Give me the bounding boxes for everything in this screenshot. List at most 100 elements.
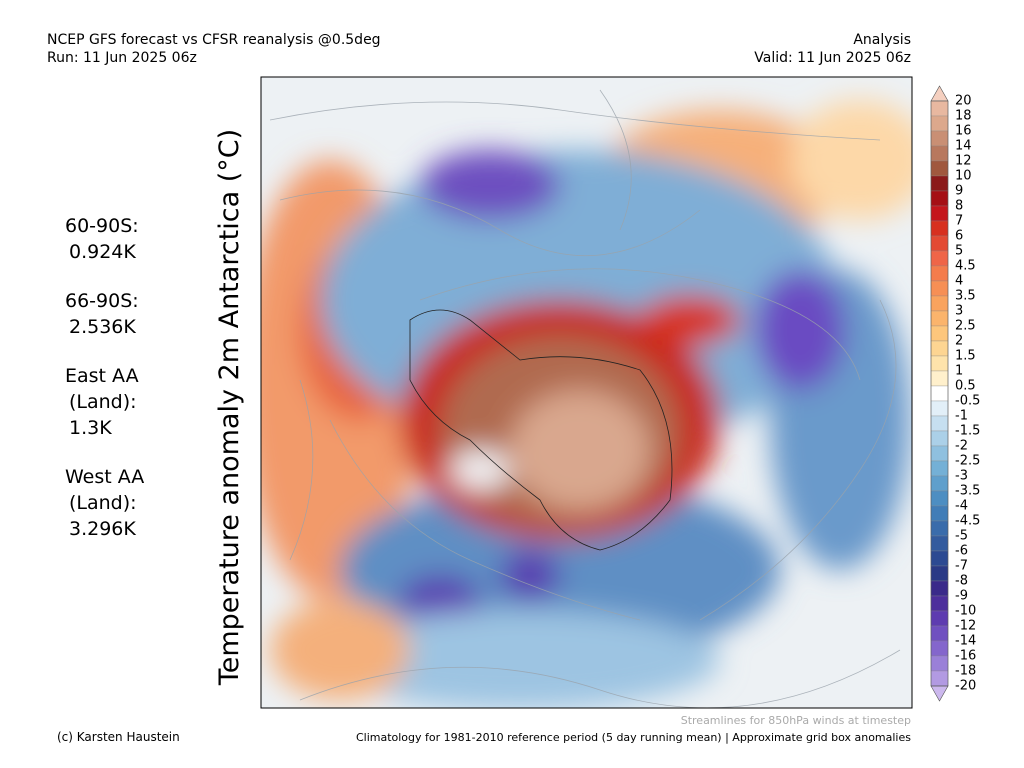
climatology-note: Climatology for 1981-2010 reference peri… <box>356 731 911 744</box>
colorbar-label: 6 <box>955 229 963 244</box>
colorbar-swatch <box>930 580 949 597</box>
stat-line: (Land): <box>69 391 137 413</box>
stat-line: 66-90S: <box>65 290 139 312</box>
colorbar-label: 20 <box>955 94 972 109</box>
colorbar-swatch <box>930 205 949 222</box>
colorbar-label: 4.5 <box>955 259 976 274</box>
colorbar-label: -10 <box>955 604 976 619</box>
credit: (c) Karsten Haustein <box>57 730 180 744</box>
stat-line: 2.536K <box>69 316 136 338</box>
colorbar-label: -5 <box>955 529 968 544</box>
colorbar-swatch <box>930 400 949 417</box>
colorbar-swatch <box>930 490 949 507</box>
colorbar-label: -2 <box>955 439 968 454</box>
colorbar-label: -2.5 <box>955 454 980 469</box>
colorbar-label: -7 <box>955 559 968 574</box>
colorbar-label: 10 <box>955 169 972 184</box>
colorbar-swatch <box>930 160 949 177</box>
colorbar-label: -1.5 <box>955 424 980 439</box>
colorbar-label: -9 <box>955 589 968 604</box>
colorbar-label: 4 <box>955 274 963 289</box>
colorbar-label: -0.5 <box>955 394 980 409</box>
colorbar: 201816141210987654.543.532.521.510.5-0.5… <box>930 85 980 702</box>
colorbar-label: 7 <box>955 214 963 229</box>
colorbar-label: -12 <box>955 619 976 634</box>
colorbar-swatch <box>930 325 949 342</box>
stat-line: East AA <box>65 365 139 387</box>
colorbar-swatch <box>930 505 949 522</box>
colorbar-swatch <box>930 280 949 297</box>
colorbar-label: -1 <box>955 409 968 424</box>
colorbar-swatch <box>930 145 949 162</box>
colorbar-label: -4 <box>955 499 968 514</box>
map-frame <box>260 76 913 709</box>
colorbar-swatch <box>930 430 949 447</box>
colorbar-label: 0.5 <box>955 379 976 394</box>
stat-line: 3.296K <box>69 518 136 540</box>
colorbar-label: 2 <box>955 334 963 349</box>
colorbar-label: 3 <box>955 304 963 319</box>
colorbar-swatch <box>930 640 949 657</box>
analysis-label: Analysis <box>853 32 911 48</box>
colorbar-arrow-top <box>930 85 949 102</box>
run-time: Run: 11 Jun 2025 06z <box>47 50 197 66</box>
colorbar-swatch <box>930 250 949 267</box>
stats: 60-90S: 0.924K 66-90S: 2.536K East AA (Land):… <box>65 215 144 540</box>
colorbar-swatch <box>930 340 949 357</box>
axis-title: Temperature anomaly 2m Antarctica (°C) <box>214 129 245 686</box>
colorbar-swatch <box>930 175 949 192</box>
colorbar-swatch <box>930 355 949 372</box>
colorbar-label: 1 <box>955 364 963 379</box>
streamline-note: Streamlines for 850hPa winds at timestep <box>681 714 911 727</box>
colorbar-swatch <box>930 385 949 402</box>
colorbar-swatch <box>930 565 949 582</box>
colorbar-swatch <box>930 370 949 387</box>
colorbar-swatch <box>930 265 949 282</box>
colorbar-swatch <box>930 625 949 642</box>
colorbar-arrow-bottom <box>930 685 949 702</box>
map <box>261 77 912 708</box>
colorbar-label: -3 <box>955 469 968 484</box>
colorbar-swatch <box>930 445 949 462</box>
colorbar-label: 5 <box>955 244 963 259</box>
stat-line: West AA <box>65 466 144 488</box>
colorbar-swatch <box>930 115 949 132</box>
colorbar-swatch <box>930 415 949 432</box>
colorbar-label: -16 <box>955 649 976 664</box>
colorbar-label: 2.5 <box>955 319 976 334</box>
stat-line: (Land): <box>69 492 137 514</box>
colorbar-label: -20 <box>955 679 976 694</box>
colorbar-label: -18 <box>955 664 976 679</box>
colorbar-label: -14 <box>955 634 976 649</box>
colorbar-swatch <box>930 295 949 312</box>
colorbar-swatch <box>930 670 949 687</box>
colorbar-swatch <box>930 235 949 252</box>
colorbar-swatch <box>930 460 949 477</box>
valid-time: Valid: 11 Jun 2025 06z <box>754 50 911 66</box>
stat-line: 1.3K <box>69 417 112 439</box>
colorbar-swatch <box>930 550 949 567</box>
colorbar-label: 16 <box>955 124 972 139</box>
colorbar-swatch <box>930 310 949 327</box>
colorbar-swatch <box>930 475 949 492</box>
colorbar-label: -6 <box>955 544 968 559</box>
colorbar-label: 12 <box>955 154 972 169</box>
colorbar-label: 1.5 <box>955 349 976 364</box>
colorbar-label: 3.5 <box>955 289 976 304</box>
colorbar-swatch <box>930 100 949 117</box>
colorbar-swatch <box>930 655 949 672</box>
colorbar-label: -8 <box>955 574 968 589</box>
colorbar-swatch <box>930 595 949 612</box>
colorbar-swatch <box>930 220 949 237</box>
colorbar-label: 8 <box>955 199 963 214</box>
colorbar-swatch <box>930 610 949 627</box>
colorbar-frame <box>930 100 949 687</box>
colorbar-label: 9 <box>955 184 963 199</box>
colorbar-label: -3.5 <box>955 484 980 499</box>
colorbar-label: -4.5 <box>955 514 980 529</box>
title: NCEP GFS forecast vs CFSR reanalysis @0.… <box>47 32 381 48</box>
colorbar-swatch <box>930 190 949 207</box>
colorbar-label: 18 <box>955 109 972 124</box>
